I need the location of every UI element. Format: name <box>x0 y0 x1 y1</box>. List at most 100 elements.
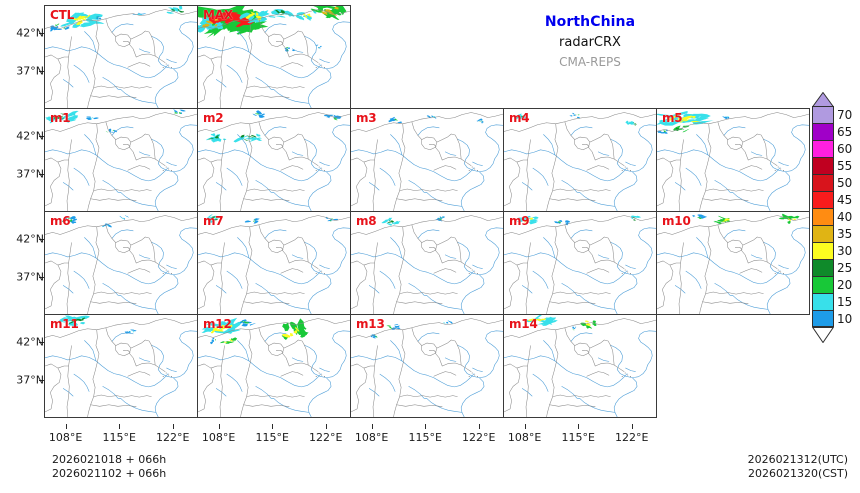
x-ticklabel: 122°E <box>462 431 496 444</box>
region-title: NorthChina <box>544 14 636 30</box>
hydrography <box>45 21 197 108</box>
map-canvas <box>198 317 350 417</box>
panel-m1[interactable]: m1 <box>44 108 198 212</box>
panel-m9[interactable]: m9 <box>503 211 657 315</box>
panel-m7[interactable]: m7 <box>197 211 351 315</box>
panel-m3[interactable]: m3 <box>350 108 504 212</box>
figure-header: NorthChina radarCRX CMA-REPS <box>460 14 720 69</box>
panel-m14[interactable]: m14 <box>503 314 657 418</box>
x-ticklabel: 115°E <box>408 431 442 444</box>
panel-m5[interactable]: m5 <box>656 108 810 212</box>
panel-label-m6: m6 <box>50 214 71 228</box>
x-ticklabel: 108°E <box>507 431 542 444</box>
admin-boundaries <box>504 112 656 211</box>
map-canvas <box>504 315 656 417</box>
panel-m8[interactable]: m8 <box>350 211 504 315</box>
hydrography <box>198 124 350 211</box>
panel-label-m10: m10 <box>662 214 691 228</box>
colorbar-cell <box>812 259 834 276</box>
x-tickmark <box>119 424 121 429</box>
x-tickmark <box>478 424 480 429</box>
y-tickmark <box>39 71 44 72</box>
panel-max[interactable]: MAX <box>197 5 351 109</box>
panel-m13[interactable]: m13 <box>350 314 504 418</box>
reflectivity-field <box>388 115 484 124</box>
hydrography <box>657 124 809 211</box>
map-canvas <box>45 215 197 314</box>
colorbar-under-arrow-icon <box>811 327 835 344</box>
panel-label-m12: m12 <box>203 317 232 331</box>
x-tickmark <box>524 424 526 429</box>
admin-boundaries <box>198 9 350 108</box>
x-ticklabel: 108°E <box>201 431 236 444</box>
hydrography <box>351 330 503 417</box>
panel-m10[interactable]: m10 <box>656 211 810 315</box>
colorbar-cell <box>812 191 834 208</box>
reflectivity-field <box>61 215 130 228</box>
reflectivity-field <box>515 112 637 126</box>
admin-boundaries <box>45 9 197 108</box>
colorbar-label: 20 <box>837 277 853 292</box>
colorbar-cell <box>812 276 834 293</box>
admin-boundaries <box>45 318 197 417</box>
hydrography <box>504 227 656 314</box>
colorbar-cell <box>812 157 834 174</box>
x-tickmark <box>425 424 427 429</box>
hydrography <box>657 227 809 314</box>
colorbar-cell <box>812 225 834 242</box>
hydrography <box>351 227 503 314</box>
colorbar-cell <box>812 106 834 123</box>
hydrography <box>198 330 350 417</box>
panel-label-m5: m5 <box>662 111 683 125</box>
speckle-dots <box>315 63 325 68</box>
colorbar-cell <box>812 140 834 157</box>
hydrography <box>198 21 350 108</box>
footer-left-line1: 2026021018 + 066h <box>52 453 167 466</box>
map-canvas <box>45 6 197 108</box>
colorbar-cell <box>812 293 834 310</box>
admin-boundaries <box>198 112 350 211</box>
colorbar-label: 50 <box>837 175 853 190</box>
panel-label-ctl: CTL <box>50 8 75 22</box>
panel-m11[interactable]: m11 <box>44 314 198 418</box>
speckle-dots <box>315 269 325 274</box>
speckle-dots <box>774 166 784 171</box>
colorbar-cell <box>812 174 834 191</box>
colorbar-label: 45 <box>837 192 853 207</box>
map-canvas <box>351 318 503 417</box>
reflectivity-field <box>201 317 309 345</box>
reflectivity-field <box>516 215 641 226</box>
panel-m6[interactable]: m6 <box>44 211 198 315</box>
map-canvas <box>351 112 503 211</box>
y-tickmark <box>39 341 44 343</box>
panel-label-m8: m8 <box>356 214 377 228</box>
admin-boundaries <box>198 215 350 314</box>
colorbar-label: 55 <box>837 158 853 173</box>
colorbar-label: 60 <box>837 141 853 156</box>
map-canvas <box>198 213 350 314</box>
panel-grid: CTL MAX m1 m2 m3 m4 m5 m6 m7 m8 m9 m10 m11 m12 m13 m14 <box>44 5 810 418</box>
colorbar-under-arrow <box>811 327 835 344</box>
panel-ctl[interactable]: CTL <box>44 5 198 109</box>
admin-boundaries <box>504 215 656 314</box>
y-ticklabel: 37°N <box>16 64 44 78</box>
panel-m12[interactable]: m12 <box>197 314 351 418</box>
y-tickmark <box>39 174 44 175</box>
colorbar-cell <box>812 310 834 327</box>
colorbar-label: 15 <box>837 294 853 309</box>
x-tickmark <box>218 424 220 429</box>
panel-label-m1: m1 <box>50 111 71 125</box>
x-tickmark <box>578 424 580 429</box>
x-ticklabel: 122°E <box>615 431 649 444</box>
panel-label-max: MAX <box>203 8 233 22</box>
map-canvas <box>351 215 503 314</box>
speckle-dots <box>162 269 172 274</box>
hydrography <box>45 227 197 314</box>
panel-row-2: m1 m2 m3 m4 m5 <box>44 108 810 212</box>
map-canvas <box>657 213 809 314</box>
map-canvas <box>198 110 350 211</box>
panel-m2[interactable]: m2 <box>197 108 351 212</box>
variable-name: radarCRX <box>559 35 621 50</box>
colorbar-cell <box>812 208 834 225</box>
panel-m4[interactable]: m4 <box>503 108 657 212</box>
